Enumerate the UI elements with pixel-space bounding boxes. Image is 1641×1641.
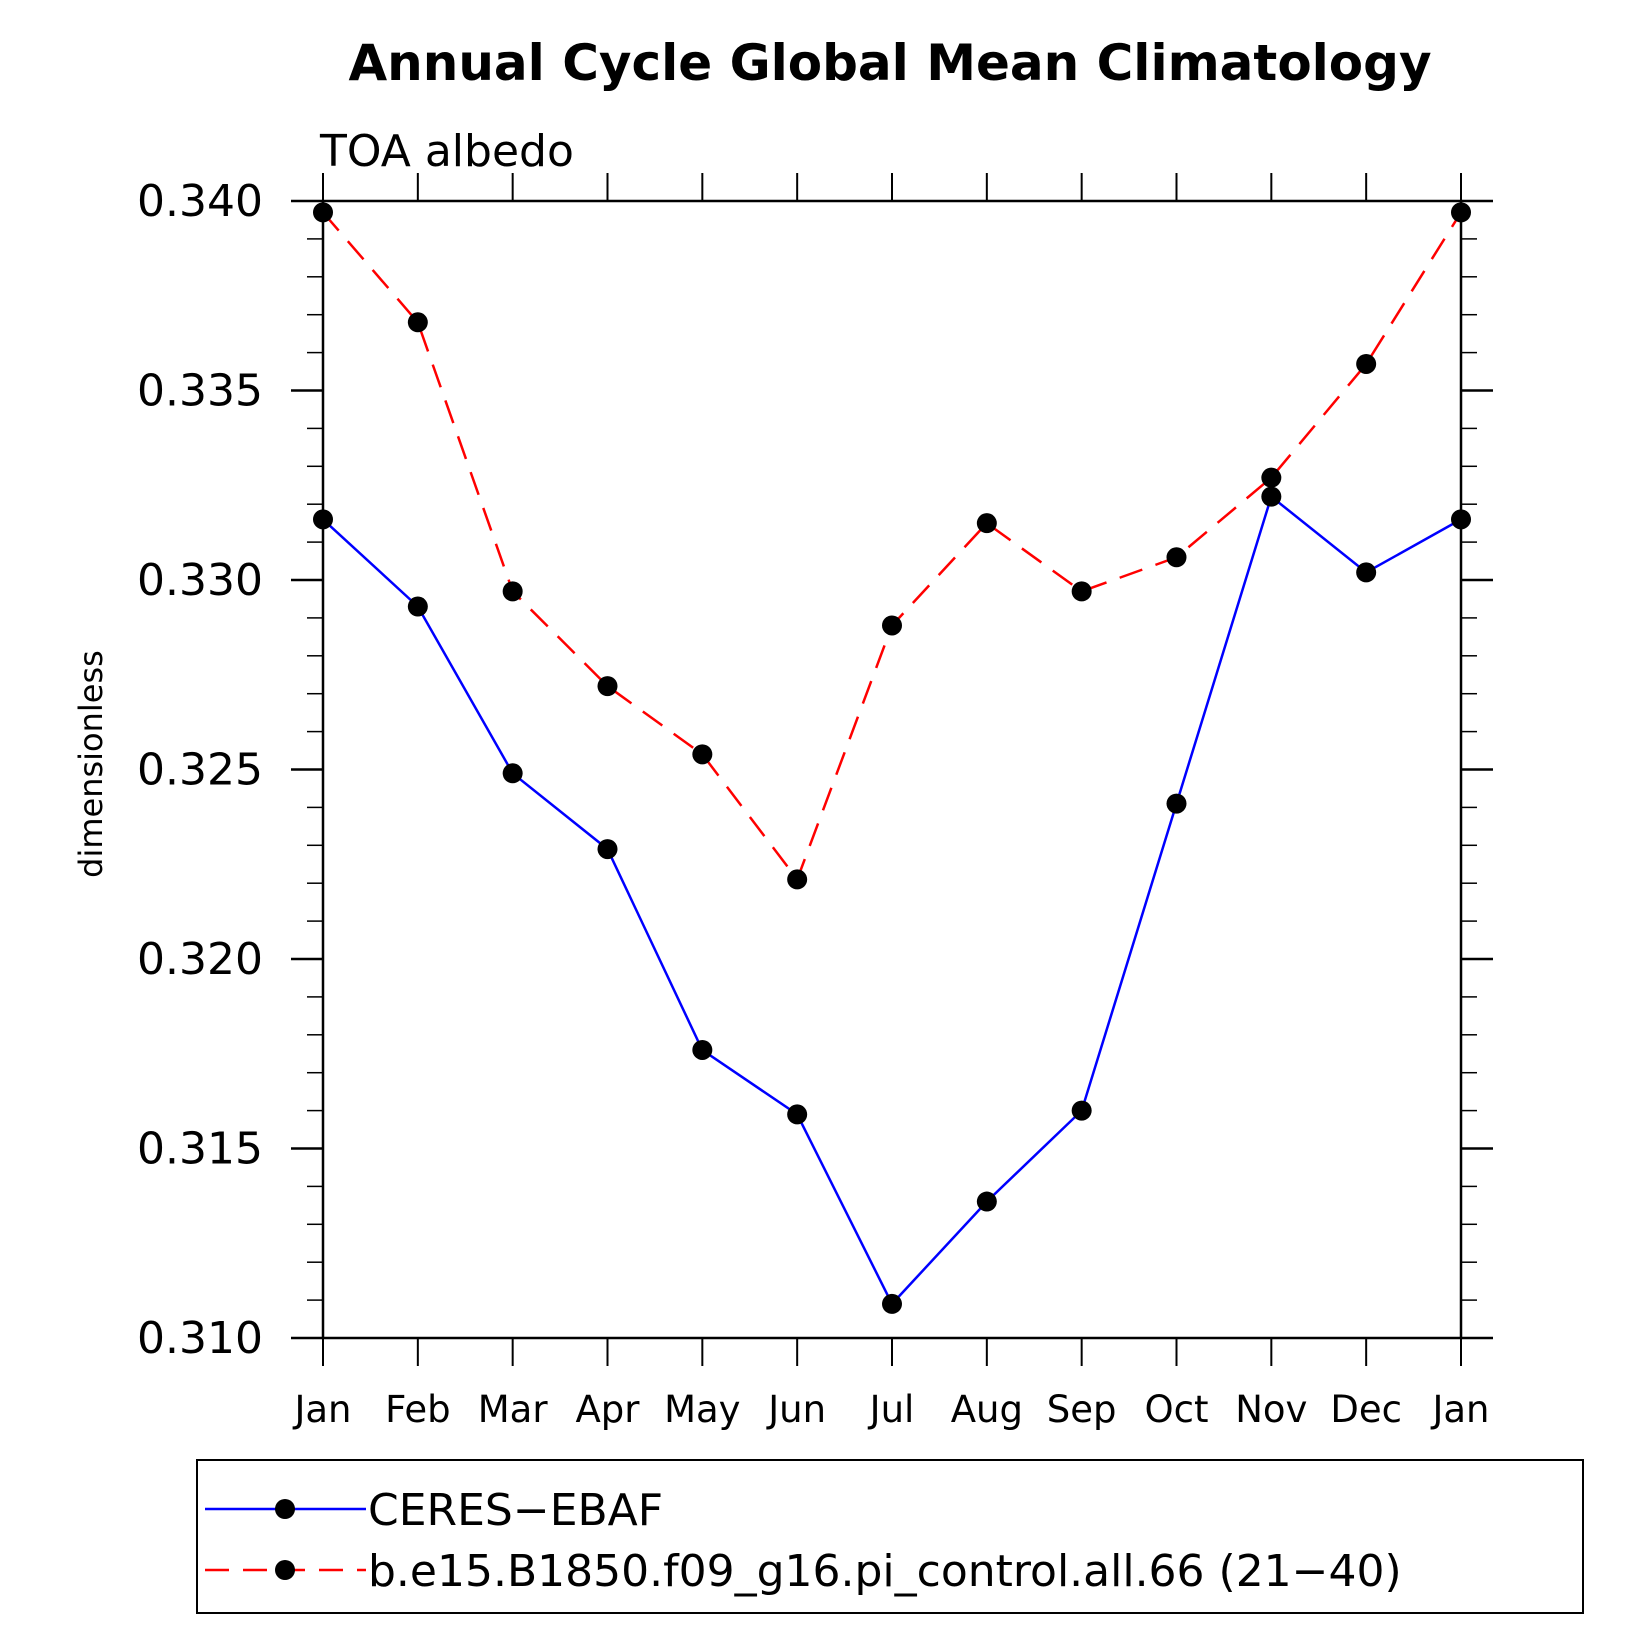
series-1-point <box>882 1293 902 1314</box>
y-tick-label: 0.330 <box>137 555 263 606</box>
series-2-point <box>313 202 333 223</box>
series-1-point <box>407 596 428 617</box>
x-tick-label: Jan <box>1430 1388 1489 1431</box>
x-tick-label: Mar <box>478 1388 549 1431</box>
y-tick-label: 0.320 <box>137 934 263 985</box>
plot-frame <box>321 199 1463 1340</box>
series-2-point <box>1356 353 1377 374</box>
series-1-point <box>1071 1100 1092 1121</box>
x-tick-label: Jan <box>292 1388 351 1431</box>
series-2-point <box>502 581 523 602</box>
series-1-point <box>502 763 523 784</box>
y-tick-label: 0.325 <box>137 745 263 796</box>
series-1-point <box>1166 793 1187 814</box>
series-1-point <box>1451 509 1471 530</box>
series-1-point <box>787 1104 808 1125</box>
y-tick-label: 0.310 <box>137 1313 263 1364</box>
series-2-point <box>1166 547 1187 568</box>
chart-subtitle: TOA albedo <box>319 126 574 177</box>
series-2-point <box>1261 467 1282 488</box>
series-1-point <box>976 1191 997 1212</box>
series-2-point <box>1071 581 1092 602</box>
y-tick-label: 0.315 <box>137 1124 263 1175</box>
series-1-point <box>1261 486 1282 507</box>
series-2-point <box>1451 202 1471 223</box>
series-1-point <box>1356 562 1377 583</box>
x-tick-label: Jul <box>868 1388 915 1431</box>
series-2-point <box>976 513 997 534</box>
series-2-point <box>882 615 902 636</box>
series-1-point <box>692 1039 713 1060</box>
series-1-point <box>597 839 618 860</box>
legend-box <box>196 1459 1584 1614</box>
x-tick-label: Nov <box>1235 1388 1307 1431</box>
legend-marker-1 <box>275 1499 295 1519</box>
legend: CERES−EBAF b.e15.B1850.f09_g16.pi_control… <box>196 1459 1584 1614</box>
series-line-2 <box>322 211 1463 882</box>
x-tick-label: Jun <box>766 1388 826 1431</box>
series-1-point <box>313 509 333 530</box>
series-lines <box>322 211 1463 1307</box>
legend-label-1: CERES−EBAF <box>368 1485 663 1536</box>
x-tick-label: Feb <box>385 1388 451 1431</box>
legend-marker-2 <box>275 1560 295 1580</box>
y-tick-label: 0.335 <box>137 366 263 417</box>
x-tick-label: Apr <box>575 1388 640 1431</box>
x-tick-label: Dec <box>1330 1388 1402 1431</box>
y-axis-label: dimensionless <box>72 650 110 878</box>
series-2-point <box>597 676 618 697</box>
x-tick-label: Aug <box>951 1388 1023 1431</box>
chart-title: Annual Cycle Global Mean Climatology <box>348 34 1431 92</box>
series-2-point <box>407 312 428 333</box>
series-2-point <box>787 869 808 890</box>
y-tick-label: 0.340 <box>137 176 263 227</box>
x-tick-label: Oct <box>1145 1388 1209 1431</box>
axes: Jan Feb Mar Apr May Jun Jul Aug Sep Oct Nov Dec Jan 0… <box>137 173 1493 1431</box>
legend-label-2: b.e15.B1850.f09_g16.pi_control.all.66 (2… <box>368 1546 1402 1597</box>
series-2-point <box>692 744 713 765</box>
x-tick-label: May <box>664 1388 741 1431</box>
series-markers <box>313 202 1471 1314</box>
x-tick-label: Sep <box>1047 1388 1117 1431</box>
